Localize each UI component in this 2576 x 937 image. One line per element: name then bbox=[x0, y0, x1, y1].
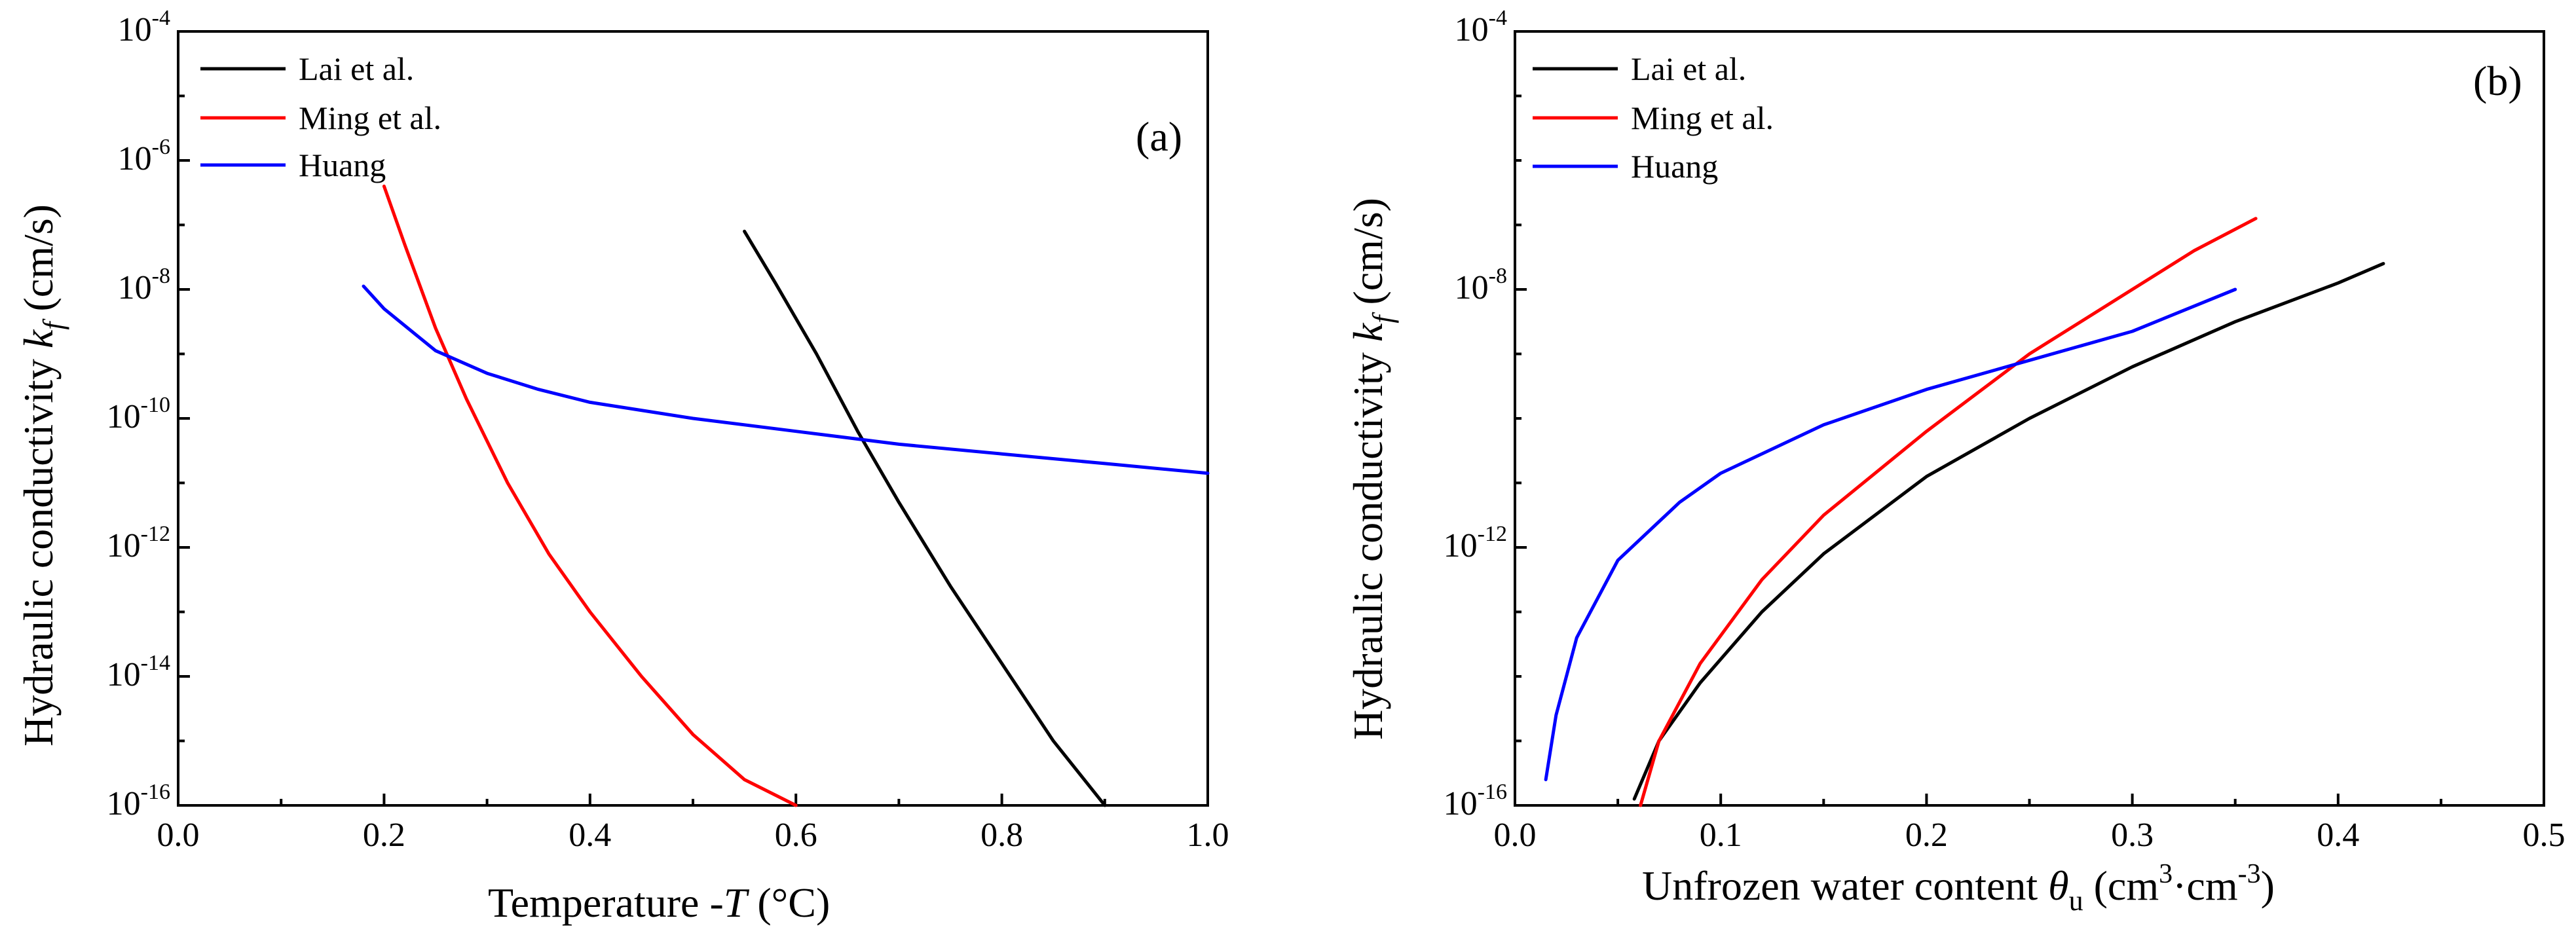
panel-label-a: (a) bbox=[1136, 113, 1182, 160]
panel-label-b: (b) bbox=[2473, 58, 2522, 104]
legend-a-label-ming: Ming et al. bbox=[299, 100, 441, 136]
series-a-ming-et-al bbox=[382, 184, 798, 807]
legend-b-label-ming: Ming et al. bbox=[1631, 100, 1774, 136]
y-tick-label-b-2: 10-8 bbox=[1455, 264, 1507, 306]
panel-b: 0.0 0.1 0.2 0.3 0.4 0.5 10-16 10-12 10-8 10-4 Lai… bbox=[1345, 6, 2566, 917]
legend-b: Lai et al. Ming et al. Huang bbox=[1533, 50, 1774, 185]
series-a-huang bbox=[362, 284, 1210, 475]
legend-a: Lai et al. Ming et al. Huang bbox=[200, 50, 441, 183]
plot-a-ticks: 0.0 0.2 0.4 0.6 0.8 1.0 10-16 10-14 10-12 10-10 10… bbox=[107, 6, 1229, 854]
x-tick-label-b-1: 0.1 bbox=[1700, 817, 1742, 854]
y-tick-label-a-3: 10-10 bbox=[107, 393, 170, 435]
x-tick-label-b-2: 0.2 bbox=[1905, 817, 1948, 854]
y-tick-label-a-0: 10-16 bbox=[107, 780, 170, 822]
x-tick-label-a-1: 0.2 bbox=[363, 817, 405, 854]
series-a-lai-et-al bbox=[743, 229, 1107, 807]
series-b-ming-et-al bbox=[1639, 217, 2258, 807]
legend-a-label-huang: Huang bbox=[299, 147, 386, 183]
x-tick-label-a-5: 1.0 bbox=[1187, 817, 1229, 854]
y-axis-title-b: Hydraulic conductivity kf (cm/s) bbox=[1345, 198, 1399, 740]
x-tick-label-b-5: 0.5 bbox=[2523, 817, 2566, 854]
legend-a-label-lai: Lai et al. bbox=[299, 50, 414, 87]
x-axis-title-b: Unfrozen water content θu (cm3·cm-3) bbox=[1642, 859, 2275, 917]
y-tick-label-a-1: 10-14 bbox=[107, 651, 170, 693]
y-tick-label-b-1: 10-12 bbox=[1444, 522, 1507, 564]
x-axis-title-a: Temperature -T (°C) bbox=[488, 879, 830, 926]
legend-b-label-huang: Huang bbox=[1631, 148, 1718, 185]
y-tick-label-b-0: 10-16 bbox=[1444, 780, 1507, 822]
x-tick-label-a-4: 0.8 bbox=[980, 817, 1023, 854]
y-tick-label-a-2: 10-12 bbox=[107, 522, 170, 564]
y-tick-label-a-6: 10-4 bbox=[118, 6, 170, 48]
y-tick-label-a-4: 10-8 bbox=[118, 264, 170, 306]
plot-b-ticks: 0.0 0.1 0.2 0.3 0.4 0.5 10-16 10-12 10-8 10-4 bbox=[1444, 6, 2566, 854]
x-tick-label-b-4: 0.4 bbox=[2317, 817, 2359, 854]
x-tick-label-a-2: 0.4 bbox=[569, 817, 611, 854]
plot-a-series bbox=[362, 184, 1210, 807]
x-tick-label-a-0: 0.0 bbox=[157, 817, 200, 854]
x-tick-label-b-0: 0.0 bbox=[1494, 817, 1537, 854]
legend-b-label-lai: Lai et al. bbox=[1631, 50, 1746, 87]
series-b-huang bbox=[1544, 287, 2237, 782]
plot-b-series bbox=[1544, 217, 2385, 807]
x-tick-label-b-3: 0.3 bbox=[2111, 817, 2154, 854]
y-tick-label-b-3: 10-4 bbox=[1455, 6, 1507, 48]
y-tick-label-a-5: 10-6 bbox=[118, 135, 170, 177]
series-b-lai-et-al bbox=[1632, 262, 2385, 801]
x-tick-label-a-3: 0.6 bbox=[775, 817, 817, 854]
y-axis-title-a: Hydraulic conductivity kf (cm/s) bbox=[15, 204, 69, 746]
panel-a: 0.0 0.2 0.4 0.6 0.8 1.0 10-16 10-14 10-12 10-10 10… bbox=[15, 6, 1229, 926]
